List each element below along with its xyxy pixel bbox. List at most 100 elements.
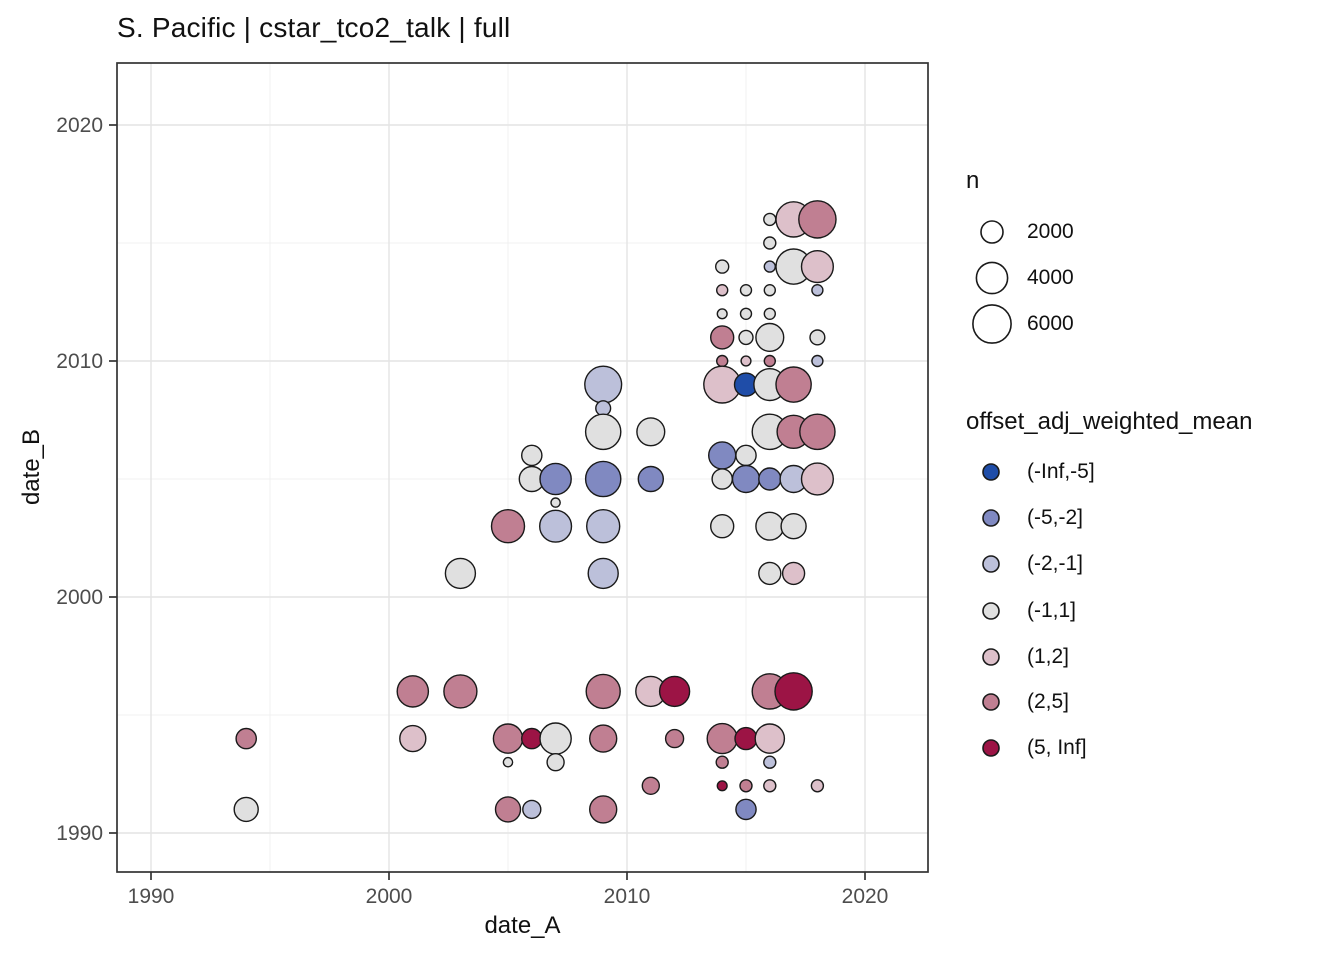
data-point — [739, 307, 753, 320]
data-point — [799, 413, 836, 451]
data-point — [739, 284, 753, 297]
data-point — [798, 200, 837, 239]
data-point — [775, 366, 812, 403]
color-legend-swatch — [982, 463, 1000, 481]
data-point — [584, 460, 622, 498]
x-tick-label: 2020 — [842, 885, 889, 908]
color-legend-swatch — [982, 509, 1000, 527]
data-point — [739, 779, 753, 793]
data-point — [811, 284, 824, 297]
size-legend-label: 6000 — [1027, 312, 1074, 335]
data-point — [658, 675, 691, 708]
data-point — [589, 724, 618, 753]
y-tick-label: 2020 — [56, 114, 103, 137]
data-point — [716, 354, 729, 368]
data-point — [490, 509, 526, 544]
size-legend-key-circle — [972, 304, 1012, 344]
data-point — [780, 513, 807, 540]
data-point — [235, 727, 257, 750]
color-legend-label: (-1,1] — [1027, 599, 1077, 622]
data-point — [763, 354, 776, 368]
data-point — [716, 780, 728, 792]
color-legend-swatch — [982, 602, 1000, 620]
data-point — [810, 779, 825, 793]
size-legend-label: 2000 — [1027, 220, 1074, 243]
data-point — [716, 308, 728, 320]
data-point — [758, 467, 782, 491]
y-tick-label: 2010 — [56, 350, 103, 373]
data-point — [763, 260, 776, 273]
data-point — [735, 798, 757, 821]
data-point — [710, 514, 735, 539]
color-legend-swatch — [982, 555, 1000, 573]
data-point — [584, 365, 623, 404]
data-point — [740, 355, 752, 367]
size-legend-label: 4000 — [1027, 266, 1074, 289]
color-legend-swatch — [982, 693, 1000, 711]
data-point — [715, 259, 730, 274]
data-point — [716, 284, 729, 297]
data-point — [755, 511, 785, 541]
data-point — [763, 755, 777, 769]
data-point — [539, 462, 572, 496]
data-point — [538, 509, 573, 543]
data-point — [585, 673, 621, 710]
data-point — [774, 672, 813, 711]
data-point — [589, 795, 618, 824]
data-point — [595, 400, 612, 417]
data-point — [735, 444, 757, 467]
data-point — [755, 322, 785, 352]
data-point — [521, 727, 543, 750]
data-point — [758, 561, 782, 586]
data-point — [664, 728, 685, 749]
data-point — [399, 724, 427, 753]
data-point — [731, 464, 761, 494]
data-point — [763, 236, 777, 250]
y-axis-title: date_B — [18, 428, 45, 506]
data-point — [763, 779, 777, 793]
color-legend-label: (2,5] — [1027, 690, 1070, 713]
data-point — [706, 722, 738, 755]
data-point — [711, 468, 734, 490]
data-point — [641, 776, 660, 795]
data-point — [710, 325, 735, 350]
x-tick-label: 2000 — [366, 885, 413, 908]
y-tick-label: 2000 — [56, 586, 103, 609]
data-point — [584, 413, 622, 451]
panel-border — [116, 62, 929, 873]
data-point — [754, 723, 786, 754]
color-legend-label: (-2,-1] — [1027, 552, 1084, 575]
data-point — [637, 465, 664, 493]
data-point — [811, 354, 824, 368]
data-point — [494, 796, 522, 823]
chart-title: S. Pacific | cstar_tco2_talk | full — [117, 12, 511, 43]
size-legend-key-circle — [975, 261, 1009, 295]
data-point — [546, 753, 565, 772]
data-point — [396, 675, 430, 708]
data-point — [781, 561, 806, 586]
data-point — [522, 799, 542, 820]
data-point — [521, 444, 543, 467]
data-point — [636, 417, 666, 447]
data-point — [734, 726, 758, 751]
color-legend-swatch — [982, 739, 1000, 757]
data-point — [550, 497, 561, 508]
data-point — [763, 284, 776, 297]
color-legend-label: (5, Inf] — [1027, 736, 1087, 759]
data-point — [443, 674, 478, 709]
data-point — [800, 250, 834, 284]
data-point — [738, 329, 754, 346]
size-legend-key-circle — [980, 220, 1004, 244]
data-point — [763, 212, 777, 227]
data-point — [587, 557, 619, 590]
data-point — [502, 756, 514, 768]
data-point — [708, 441, 737, 470]
color-legend-label: (1,2] — [1027, 645, 1070, 668]
data-point — [492, 723, 524, 754]
size-legend-title: n — [966, 167, 980, 194]
color-legend-label: (-5,-2] — [1027, 506, 1084, 529]
color-legend-swatch — [982, 648, 1000, 666]
data-point — [809, 329, 826, 346]
